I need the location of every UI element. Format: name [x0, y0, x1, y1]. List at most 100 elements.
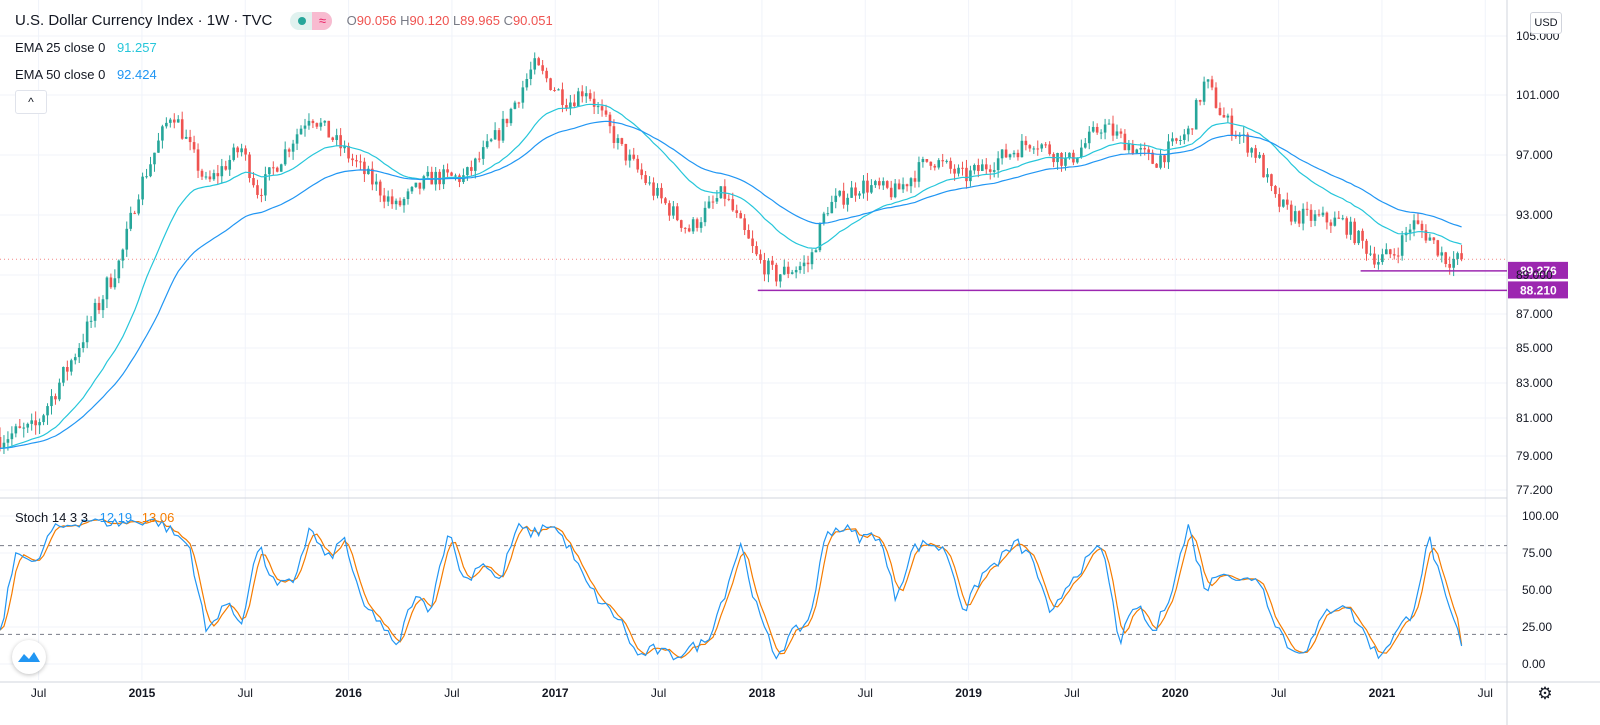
candle-body — [549, 78, 552, 91]
candle-body — [1460, 253, 1463, 260]
candle-body — [691, 219, 695, 232]
price-axis-tick-label: 77.200 — [1516, 483, 1553, 497]
candle-body — [268, 167, 271, 175]
candle-body — [917, 162, 921, 182]
logo-wave-icon — [18, 652, 40, 662]
candle-body — [438, 171, 441, 185]
candle-body — [1444, 252, 1448, 265]
candle-body — [1396, 255, 1400, 257]
candle-body — [1274, 186, 1277, 195]
candle-body — [1040, 144, 1044, 149]
candle-body — [838, 190, 842, 196]
ohlc-close-key: C — [503, 13, 513, 28]
currency-button[interactable]: USD — [1530, 12, 1562, 34]
candle-body — [929, 161, 933, 166]
candle-body — [1416, 220, 1420, 224]
market-status-badge[interactable]: ≈ — [290, 12, 333, 31]
candle-body — [826, 213, 830, 215]
candle-body — [1111, 123, 1115, 136]
candle-body — [291, 143, 295, 152]
candle-body — [244, 148, 247, 155]
candle-body — [180, 119, 184, 139]
osc-axis-tick-label: 25.00 — [1522, 620, 1552, 634]
candle-body — [1420, 223, 1424, 231]
price-axis-tick-label: 93.000 — [1516, 208, 1553, 222]
candle-body — [810, 252, 814, 265]
candle-body — [1230, 115, 1234, 136]
candle-body — [1234, 135, 1238, 137]
ohlc-low-value: 89.965 — [460, 13, 500, 28]
gear-icon[interactable]: ⚙ — [1537, 684, 1553, 703]
candle-body — [489, 139, 493, 142]
candle-body — [85, 321, 89, 343]
candle-body — [874, 181, 877, 186]
candle-body — [1048, 144, 1051, 155]
time-axis-tick-label: 2020 — [1162, 686, 1189, 700]
candle-body — [759, 254, 762, 260]
ema50-label: EMA 50 close 0 — [15, 67, 106, 82]
candle-body — [969, 170, 972, 182]
candle-body — [363, 161, 366, 175]
candle-body — [1448, 264, 1451, 268]
candle-body — [1305, 208, 1309, 210]
candle-body — [620, 138, 624, 144]
symbol-legend[interactable]: U.S. Dollar Currency Index · 1W · TVC ≈ … — [15, 12, 553, 31]
candle-body — [739, 213, 742, 219]
candle-body — [1028, 145, 1032, 149]
candle-body — [426, 171, 430, 177]
candle-body — [862, 180, 865, 194]
chevron-up-icon: ^ — [28, 95, 34, 109]
candle-body — [1016, 152, 1020, 158]
candle-body — [422, 176, 426, 189]
ohlc-close-value: 90.051 — [512, 13, 553, 28]
ema25-legend[interactable]: EMA 25 close 0 91.257 — [15, 40, 157, 55]
candle-body — [695, 219, 699, 228]
candle-body — [537, 58, 540, 66]
candle-body — [1432, 237, 1436, 241]
candle-body — [414, 182, 418, 187]
ema50-legend[interactable]: EMA 50 close 0 92.424 — [15, 67, 157, 82]
candle-body — [767, 260, 770, 275]
candle-body — [97, 302, 101, 311]
candle-body — [1080, 147, 1083, 158]
candle-body — [632, 154, 636, 159]
tradingview-logo-icon[interactable] — [12, 640, 46, 674]
candle-body — [390, 196, 394, 205]
candle-body — [1385, 249, 1388, 255]
candle-body — [731, 199, 735, 211]
candle-body — [165, 122, 168, 127]
candle-body — [46, 406, 49, 416]
candle-body — [664, 198, 667, 204]
stoch-legend[interactable]: Stoch 14 3 3 12.19 13.06 — [15, 510, 174, 525]
candle-body — [557, 89, 560, 91]
candle-body — [382, 195, 386, 202]
candle-body — [1270, 174, 1273, 187]
candle-body — [378, 181, 382, 196]
candle-body — [42, 415, 45, 423]
candle-body — [505, 118, 509, 124]
candle-body — [751, 238, 754, 247]
candle-body — [200, 170, 204, 177]
osc-axis-tick-label: 0.00 — [1522, 657, 1546, 671]
time-axis-tick-label: Jul — [444, 686, 459, 700]
collapse-legend-button[interactable]: ^ — [15, 90, 47, 114]
candle-body — [371, 168, 374, 185]
candle-body — [778, 274, 782, 282]
candle-body — [735, 210, 739, 214]
candle-body — [893, 183, 897, 198]
candle-body — [1131, 144, 1135, 154]
candle-body — [517, 102, 521, 104]
candle-body — [141, 176, 144, 200]
ema25-value: 91.257 — [116, 40, 157, 55]
candle-body — [38, 422, 41, 426]
candle-body — [6, 439, 10, 443]
candle-body — [172, 119, 176, 123]
candle-body — [1123, 133, 1127, 151]
candle-body — [260, 194, 263, 196]
data-delay-icon: ≈ — [312, 12, 333, 31]
candle-body — [0, 437, 2, 449]
candle-body — [580, 91, 584, 97]
candle-body — [1064, 157, 1067, 166]
candle-body — [351, 158, 354, 161]
